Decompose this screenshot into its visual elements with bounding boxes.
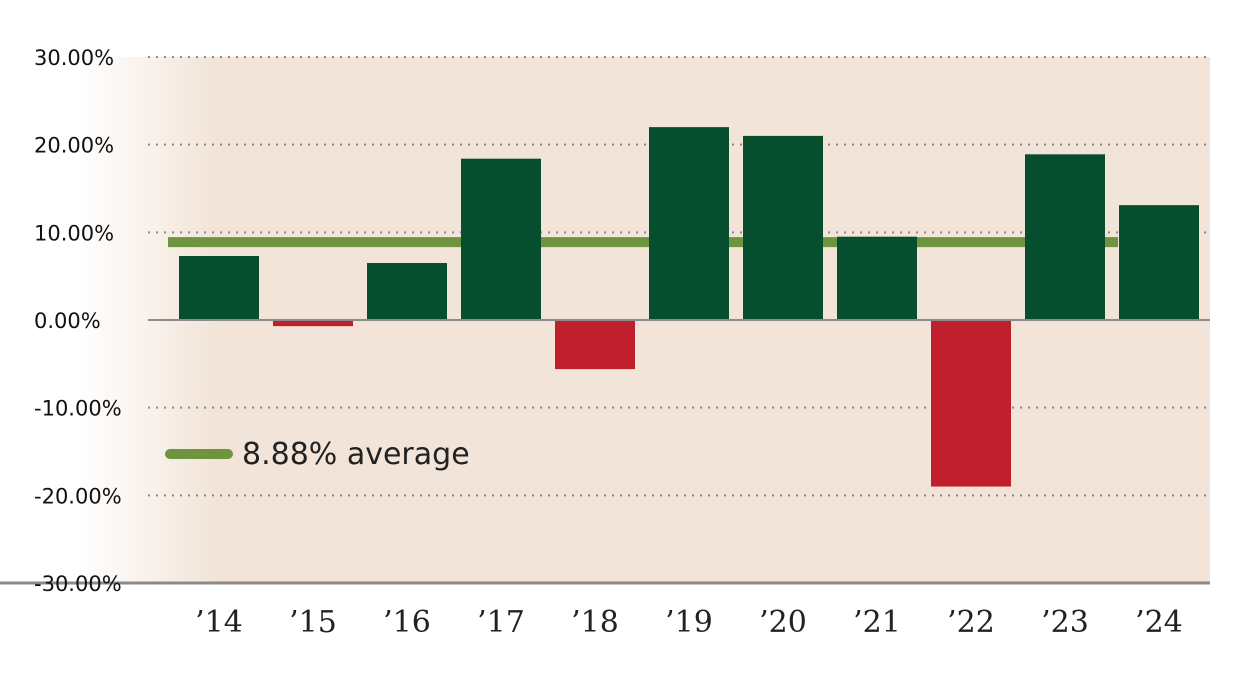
y-tick-label: 20.00% <box>34 134 114 158</box>
x-tick-label: ’22 <box>947 605 995 640</box>
y-tick-label: 30.00% <box>34 46 114 70</box>
x-tick-label: ’21 <box>853 605 901 640</box>
bar-3 <box>461 158 541 320</box>
bar-1 <box>273 320 353 327</box>
x-tick-label: ’19 <box>665 605 713 640</box>
x-tick-label: ’20 <box>759 605 807 640</box>
bar-6 <box>743 135 823 320</box>
x-tick-label: ’16 <box>383 605 431 640</box>
bar-4 <box>555 320 635 370</box>
x-tick-label: ’14 <box>195 605 243 640</box>
legend-average-label: 8.88% average <box>242 437 470 472</box>
bar-10 <box>1119 205 1199 320</box>
x-tick-label: ’24 <box>1135 605 1183 640</box>
y-tick-label: 10.00% <box>34 221 114 245</box>
y-tick-label: -10.00% <box>34 397 122 421</box>
y-tick-label: -20.00% <box>34 484 122 508</box>
bar-2 <box>367 263 447 320</box>
x-tick-label: ’17 <box>477 605 525 640</box>
y-tick-label: -30.00% <box>34 572 122 596</box>
bar-9 <box>1025 154 1105 320</box>
x-tick-label: ’18 <box>571 605 619 640</box>
y-tick-label: 0.00% <box>34 309 101 333</box>
bar-0 <box>179 256 259 320</box>
bar-8 <box>931 320 1011 487</box>
bar-5 <box>649 127 729 320</box>
bar-7 <box>837 236 917 320</box>
x-tick-label: ’15 <box>289 605 337 640</box>
x-tick-label: ’23 <box>1041 605 1089 640</box>
